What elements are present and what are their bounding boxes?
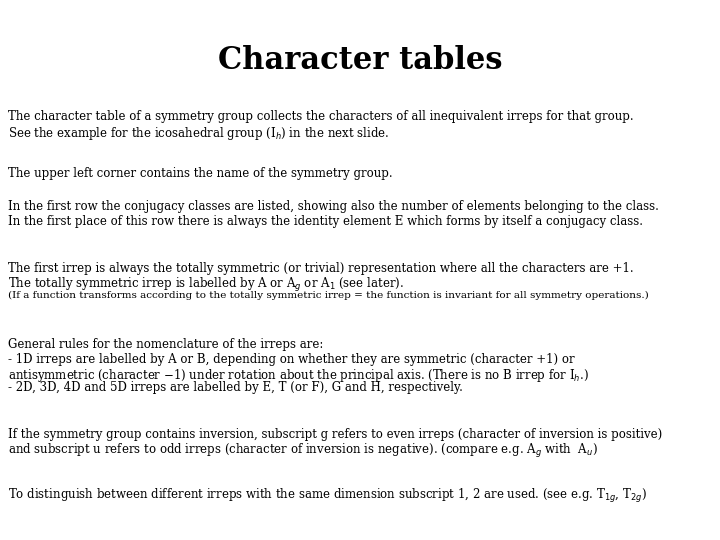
Text: - 1D irreps are labelled by A or B, depending on whether they are symmetric (cha: - 1D irreps are labelled by A or B, depe… xyxy=(8,353,575,366)
Text: The first irrep is always the totally symmetric (or trivial) representation wher: The first irrep is always the totally sy… xyxy=(8,262,634,275)
Text: In the first place of this row there is always the identity element E which form: In the first place of this row there is … xyxy=(8,214,643,227)
Text: To distinguish between different irreps with the same dimension subscript 1, 2 a: To distinguish between different irreps … xyxy=(8,487,647,505)
Text: Character tables: Character tables xyxy=(217,45,503,76)
Text: The upper left corner contains the name of the symmetry group.: The upper left corner contains the name … xyxy=(8,167,392,180)
Text: and subscript u refers to odd irreps (character of inversion is negative). (comp: and subscript u refers to odd irreps (ch… xyxy=(8,442,598,461)
Text: - 2D, 3D, 4D and 5D irreps are labelled by E, T (or F), G and H, respectively.: - 2D, 3D, 4D and 5D irreps are labelled … xyxy=(8,381,463,395)
Text: See the example for the icosahedral group (I$_{h}$) in the next slide.: See the example for the icosahedral grou… xyxy=(8,125,390,141)
Text: The totally symmetric irrep is labelled by A or A$_{g}$ or A$_{1}$ (see later).: The totally symmetric irrep is labelled … xyxy=(8,276,404,294)
Text: (If a function transforms according to the totally symmetric irrep = the functio: (If a function transforms according to t… xyxy=(8,291,649,300)
Text: If the symmetry group contains inversion, subscript g refers to even irreps (cha: If the symmetry group contains inversion… xyxy=(8,428,662,441)
Text: antisymmetric (character −1) under rotation about the principal axis. (There is : antisymmetric (character −1) under rotat… xyxy=(8,367,589,384)
Text: General rules for the nomenclature of the irreps are:: General rules for the nomenclature of th… xyxy=(8,338,323,351)
Text: The character table of a symmetry group collects the characters of all inequival: The character table of a symmetry group … xyxy=(8,110,634,123)
Text: In the first row the conjugacy classes are listed, showing also the number of el: In the first row the conjugacy classes a… xyxy=(8,200,659,213)
